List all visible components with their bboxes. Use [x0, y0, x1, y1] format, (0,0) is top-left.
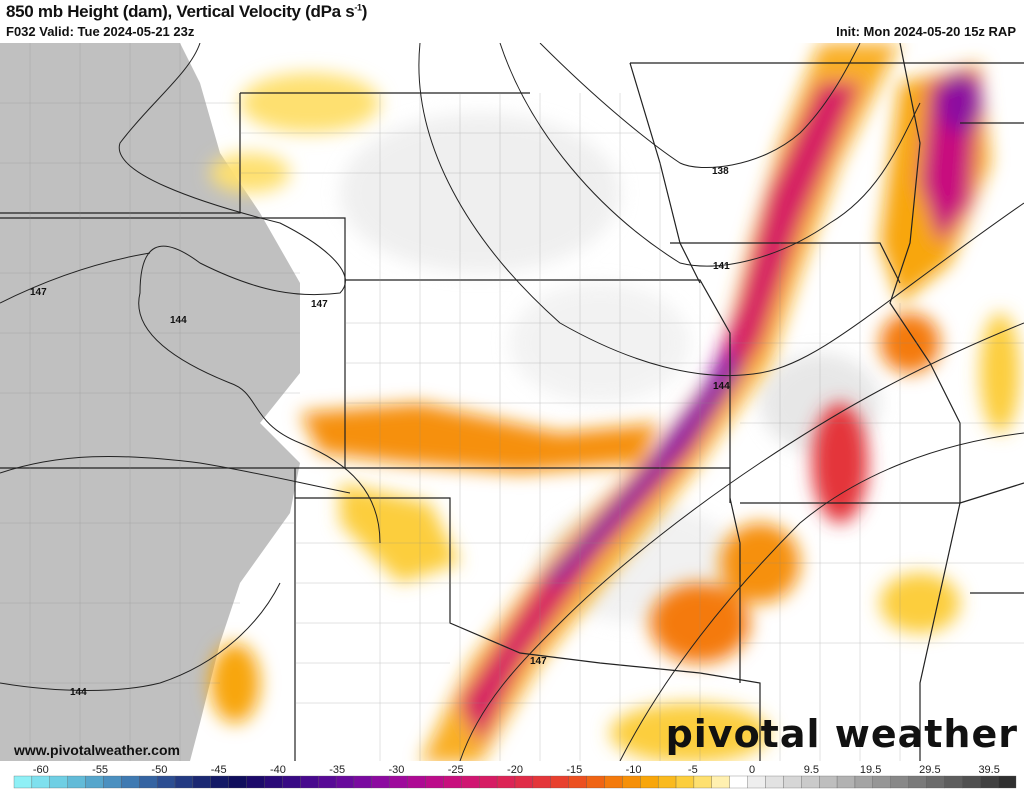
colorbar-cell — [604, 775, 623, 789]
colorbar-cell — [854, 775, 874, 789]
colorbar-tick-label: -55 — [92, 764, 108, 776]
map-title: 850 mb Height (dam), Vertical Velocity (… — [6, 2, 367, 22]
colorbar-cell — [675, 775, 695, 789]
pivotal-weather-logo: pivotal weather — [665, 712, 1018, 756]
colorbar-cell — [801, 775, 820, 789]
contour-label: 147 — [530, 656, 547, 667]
title-end: ) — [361, 2, 368, 21]
colorbar-cell — [389, 775, 408, 789]
contour-label: 141 — [713, 261, 730, 272]
colorbar-cell — [246, 775, 265, 789]
colorbar-cell — [586, 775, 605, 789]
colorbar-cell — [85, 775, 104, 789]
colorbar-cell — [31, 775, 50, 789]
colorbar-tick-label: 19.5 — [860, 764, 881, 776]
colorbar-cell — [514, 775, 534, 789]
colorbar-cell — [13, 775, 33, 789]
colorbar-cell — [479, 775, 498, 789]
colorbar-cell — [980, 775, 999, 789]
colorbar-ticks: -60 -55 -50 -45 -40 -35 -30 -25 -20 -15 -10 -5 0 9.5 1… — [33, 764, 1000, 776]
colorbar-tick-label: -15 — [566, 764, 582, 776]
colorbar-tick-label: -50 — [151, 764, 167, 776]
colorbar-tick-label: 39.5 — [978, 764, 999, 776]
colorbar-cells — [13, 775, 1017, 789]
colorbar-cell — [425, 775, 444, 789]
colorbar-tick-label: -10 — [626, 764, 642, 776]
colorbar-cell — [192, 775, 211, 789]
colorbar-cell — [747, 775, 766, 789]
colorbar-cell — [49, 775, 68, 789]
colorbar-tick-label: 9.5 — [804, 764, 819, 776]
contour-label: 144 — [170, 315, 187, 326]
contour-label: 138 — [712, 166, 729, 177]
colorbar-cell — [371, 775, 390, 789]
colorbar-cell — [568, 775, 587, 789]
colorbar-cell — [139, 775, 158, 789]
colorbar-cell — [300, 775, 319, 789]
colorbar-cell — [532, 775, 551, 789]
colorbar-cell — [890, 775, 909, 789]
colorbar-tick-label: -35 — [329, 764, 345, 776]
contour-label: 147 — [30, 287, 47, 298]
county-grid — [0, 43, 1024, 761]
colorbar-tick-label: 29.5 — [919, 764, 940, 776]
colorbar-cell — [729, 775, 748, 789]
colorbar-cell — [461, 775, 480, 789]
colorbar-cell — [997, 775, 1017, 789]
colorbar-cell — [228, 775, 247, 789]
contour-label: 144 — [70, 687, 87, 698]
terrain-mask — [0, 43, 300, 761]
colorbar-cell — [156, 775, 176, 789]
colorbar-tick-label: -20 — [507, 764, 523, 776]
website-url: www.pivotalweather.com — [14, 742, 180, 758]
title-superscript: -1 — [354, 2, 362, 13]
colorbar-cell — [711, 775, 730, 789]
colorbar-cell — [836, 775, 856, 789]
colorbar-tick-label: -45 — [211, 764, 227, 776]
colorbar-cell — [121, 775, 140, 789]
colorbar-tick-label: -5 — [688, 764, 698, 776]
contour-label: 147 — [311, 299, 328, 310]
colorbar-cell — [264, 775, 283, 789]
colorbar-cell — [872, 775, 891, 789]
valid-time: F032 Valid: Tue 2024-05-21 23z — [6, 24, 195, 39]
colorbar-cell — [67, 775, 86, 789]
colorbar-cell — [657, 775, 677, 789]
colorbar-tick-label: -40 — [270, 764, 286, 776]
contour-labels: 138 141 144 147 147 144 144 147 — [30, 166, 730, 698]
colorbar-cell — [819, 775, 838, 789]
colorbar-tick-label: -30 — [389, 764, 405, 776]
weather-map: 138 141 144 147 147 144 144 147 — [0, 43, 1024, 761]
colorbar-cell — [962, 775, 981, 789]
init-time: Init: Mon 2024-05-20 15z RAP — [836, 24, 1016, 39]
colorbar-cell — [103, 775, 122, 789]
colorbar-cell — [282, 775, 301, 789]
colorbar-cell — [353, 775, 373, 789]
colorbar-tick-label: 0 — [749, 764, 755, 776]
colorbar-cell — [407, 775, 426, 789]
colorbar-cell — [926, 775, 945, 789]
colorbar-cell — [318, 775, 337, 789]
colorbar-cell — [765, 775, 784, 789]
colorbar-cell — [908, 775, 927, 789]
colorbar-tick-label: -25 — [448, 764, 464, 776]
colorbar: -60 -55 -50 -45 -40 -35 -30 -25 -20 -15 -10 -5 0 9.5 1… — [13, 764, 1017, 789]
colorbar-cell — [640, 775, 659, 789]
colorbar-cell — [550, 775, 569, 789]
height-contours — [0, 43, 1024, 761]
colorbar-cell — [622, 775, 641, 789]
colorbar-tick-label: -60 — [33, 764, 49, 776]
contour-label: 144 — [713, 381, 730, 392]
colorbar-cell — [443, 775, 462, 789]
title-text: 850 mb Height (dam), Vertical Velocity (… — [6, 2, 355, 21]
colorbar-cell — [496, 775, 516, 789]
colorbar-cell — [783, 775, 802, 789]
colorbar-cell — [693, 775, 712, 789]
colorbar-cell — [174, 775, 194, 789]
colorbar-cell — [210, 775, 229, 789]
colorbar-cell — [944, 775, 963, 789]
colorbar-cell — [335, 775, 355, 789]
